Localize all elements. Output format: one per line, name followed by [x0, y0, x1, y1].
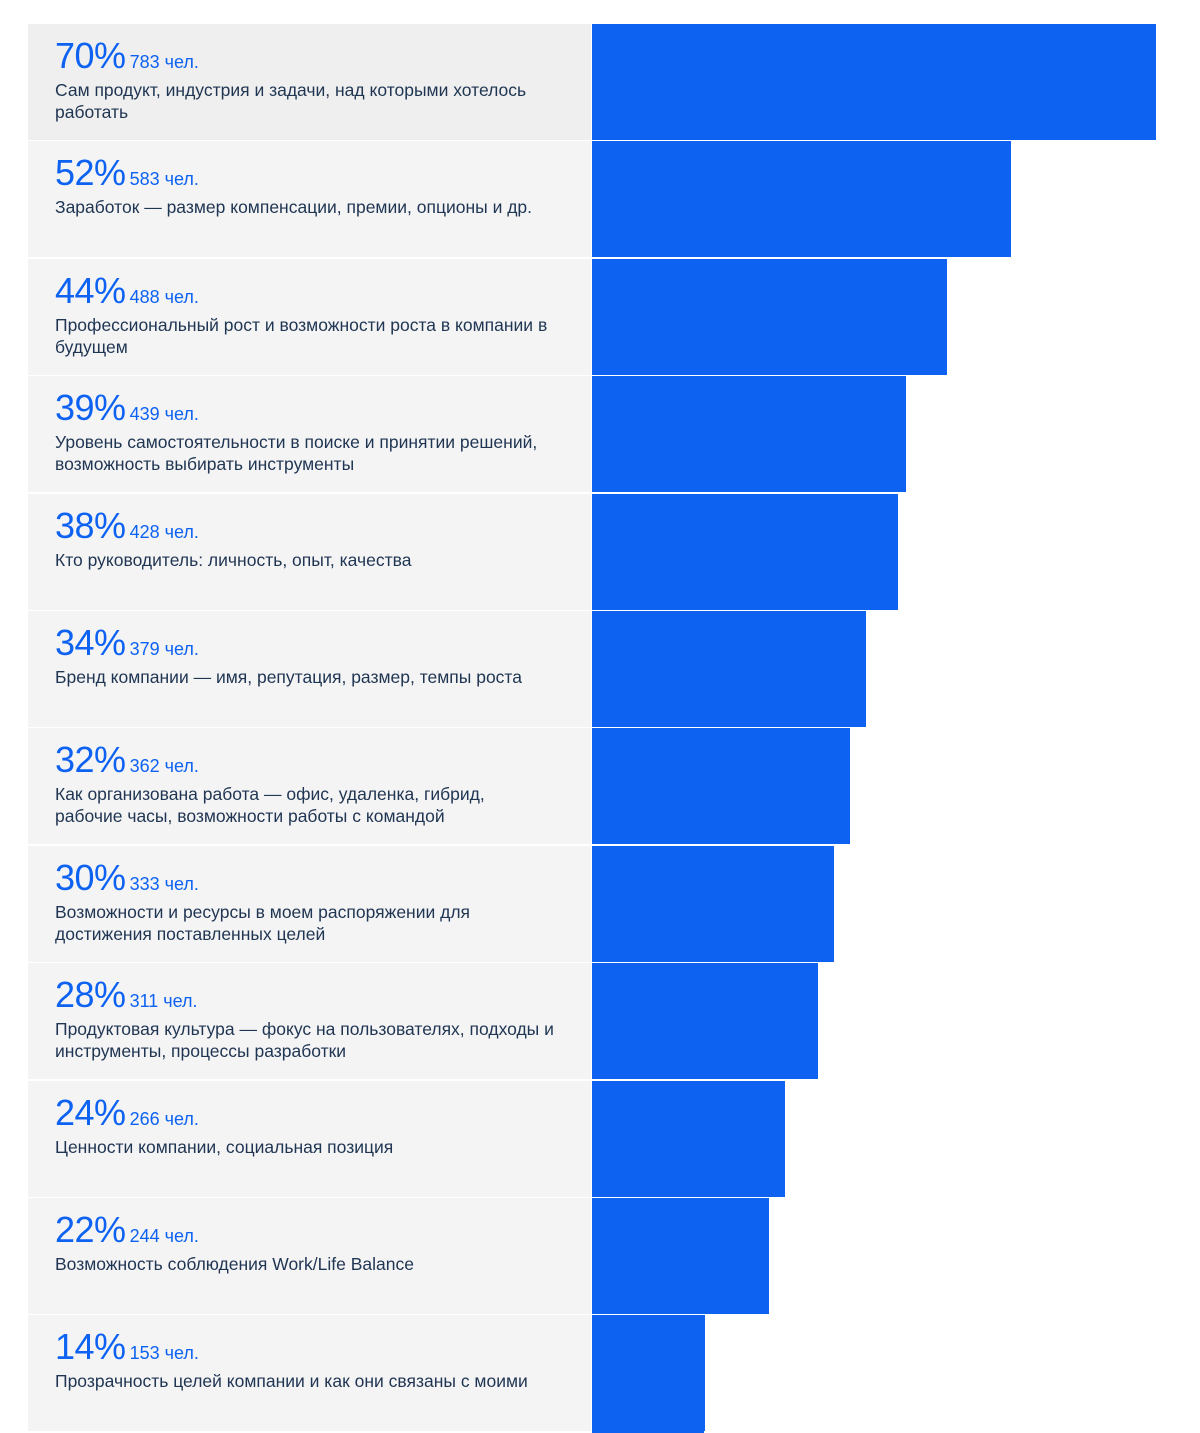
- bar-row: 52% 583 чел. Заработок — размер компенсаци…: [28, 141, 1184, 257]
- value-line: 32% 362 чел.: [55, 738, 199, 782]
- count-label: 153 чел.: [129, 1343, 199, 1363]
- bar: [592, 24, 1156, 140]
- category-label: Продуктовая культура — фокус на пользова…: [55, 1019, 554, 1061]
- label-panel: 34% 379 чел. Бренд компании — имя, репутац…: [28, 611, 591, 727]
- bar-row: 44% 488 чел. Профессиональный рост и возмо…: [28, 259, 1184, 375]
- count-label: 311 чел.: [129, 991, 198, 1011]
- category-label: Возможность соблюдения Work/Life Balance: [55, 1254, 414, 1274]
- count-label: 333 чел.: [129, 874, 199, 894]
- category-label: Возможности и ресурсы в моем распоряжени…: [55, 902, 471, 944]
- percent-label: 38%: [55, 505, 126, 546]
- percent-label: 22%: [55, 1209, 126, 1250]
- value-line: 38% 428 чел.: [55, 504, 199, 548]
- category-label: Прозрачность целей компании и как они св…: [55, 1371, 528, 1391]
- label-panel: 39% 439 чел. Уровень самостоятельности в п…: [28, 376, 591, 492]
- bar-row: 32% 362 чел. Как организована работа — офи…: [28, 728, 1184, 844]
- percent-label: 70%: [55, 35, 126, 76]
- count-label: 266 чел.: [129, 1109, 199, 1129]
- label-panel: 30% 333 чел. Возможности и ресурсы в моем …: [28, 846, 591, 962]
- label-panel: 22% 244 чел. Возможность соблюдения Work/L…: [28, 1198, 591, 1314]
- category-label: Уровень самостоятельности в поиске и при…: [55, 432, 538, 474]
- category-label: Сам продукт, индустрия и задачи, над кот…: [55, 80, 527, 122]
- count-label: 488 чел.: [129, 287, 199, 307]
- percent-label: 34%: [55, 622, 126, 663]
- label-panel: 14% 153 чел. Прозрачность целей компании и…: [28, 1315, 591, 1431]
- value-line: 30% 333 чел.: [55, 856, 199, 900]
- bar: [592, 963, 818, 1079]
- value-line: 24% 266 чел.: [55, 1091, 199, 1135]
- count-label: 428 чел.: [129, 522, 199, 542]
- label-panel: 52% 583 чел. Заработок — размер компенсаци…: [28, 141, 591, 257]
- bar-row: 28% 311 чел. Продуктовая культура — фокус …: [28, 963, 1184, 1079]
- label-panel: 44% 488 чел. Профессиональный рост и возмо…: [28, 259, 591, 375]
- percent-label: 32%: [55, 739, 126, 780]
- count-label: 362 чел.: [129, 756, 199, 776]
- bar: [592, 1081, 785, 1197]
- bar-row: 30% 333 чел. Возможности и ресурсы в моем …: [28, 846, 1184, 962]
- percent-label: 24%: [55, 1092, 126, 1133]
- label-panel: 38% 428 чел. Кто руководитель: личность, о…: [28, 494, 591, 610]
- label-panel: 32% 362 чел. Как организована работа — офи…: [28, 728, 591, 844]
- count-label: 244 чел.: [129, 1226, 199, 1246]
- category-label: Как организована работа — офис, удаленка…: [55, 784, 485, 826]
- category-label: Бренд компании — имя, репутация, размер,…: [55, 667, 522, 687]
- bar: [592, 846, 834, 962]
- percent-label: 28%: [55, 974, 126, 1015]
- category-label: Ценности компании, социальная позиция: [55, 1137, 394, 1157]
- value-line: 39% 439 чел.: [55, 386, 199, 430]
- cropped-bar-edge: [592, 1429, 704, 1433]
- label-panel: 28% 311 чел. Продуктовая культура — фокус …: [28, 963, 591, 1079]
- category-label: Профессиональный рост и возможности рост…: [55, 315, 548, 357]
- value-line: 44% 488 чел.: [55, 269, 199, 313]
- bar-row: 34% 379 чел. Бренд компании — имя, репутац…: [28, 611, 1184, 727]
- bar-row: 39% 439 чел. Уровень самостоятельности в п…: [28, 376, 1184, 492]
- bar-row: 24% 266 чел. Ценности компании, социальная…: [28, 1081, 1184, 1197]
- bar: [592, 259, 947, 375]
- value-line: 22% 244 чел.: [55, 1208, 199, 1252]
- bar: [592, 376, 906, 492]
- percent-label: 14%: [55, 1326, 126, 1367]
- count-label: 439 чел.: [129, 404, 199, 424]
- value-line: 70% 783 чел.: [55, 34, 199, 78]
- label-panel: 70% 783 чел. Сам продукт, индустрия и зада…: [28, 24, 591, 140]
- bar-row: 14% 153 чел. Прозрачность целей компании и…: [28, 1315, 1184, 1431]
- value-line: 34% 379 чел.: [55, 621, 199, 665]
- bar-row: 70% 783 чел. Сам продукт, индустрия и зада…: [28, 24, 1184, 140]
- count-label: 379 чел.: [129, 639, 199, 659]
- bar: [592, 141, 1011, 257]
- bar: [592, 728, 850, 844]
- percent-label: 39%: [55, 387, 126, 428]
- value-line: 28% 311 чел.: [55, 973, 198, 1017]
- category-label: Заработок — размер компенсации, премии, …: [55, 197, 533, 217]
- count-label: 583 чел.: [129, 169, 199, 189]
- value-line: 52% 583 чел.: [55, 151, 199, 195]
- label-panel: 24% 266 чел. Ценности компании, социальная…: [28, 1081, 591, 1197]
- percent-label: 30%: [55, 857, 126, 898]
- bar: [592, 494, 898, 610]
- bar: [592, 611, 866, 727]
- percent-label: 52%: [55, 152, 126, 193]
- percent-label: 44%: [55, 270, 126, 311]
- bar-row: 22% 244 чел. Возможность соблюдения Work/L…: [28, 1198, 1184, 1314]
- category-label: Кто руководитель: личность, опыт, качест…: [55, 550, 412, 570]
- bar: [592, 1315, 705, 1431]
- count-label: 783 чел.: [129, 52, 199, 72]
- value-line: 14% 153 чел.: [55, 1325, 199, 1369]
- bar: [592, 1198, 769, 1314]
- bar-row: 38% 428 чел. Кто руководитель: личность, о…: [28, 494, 1184, 610]
